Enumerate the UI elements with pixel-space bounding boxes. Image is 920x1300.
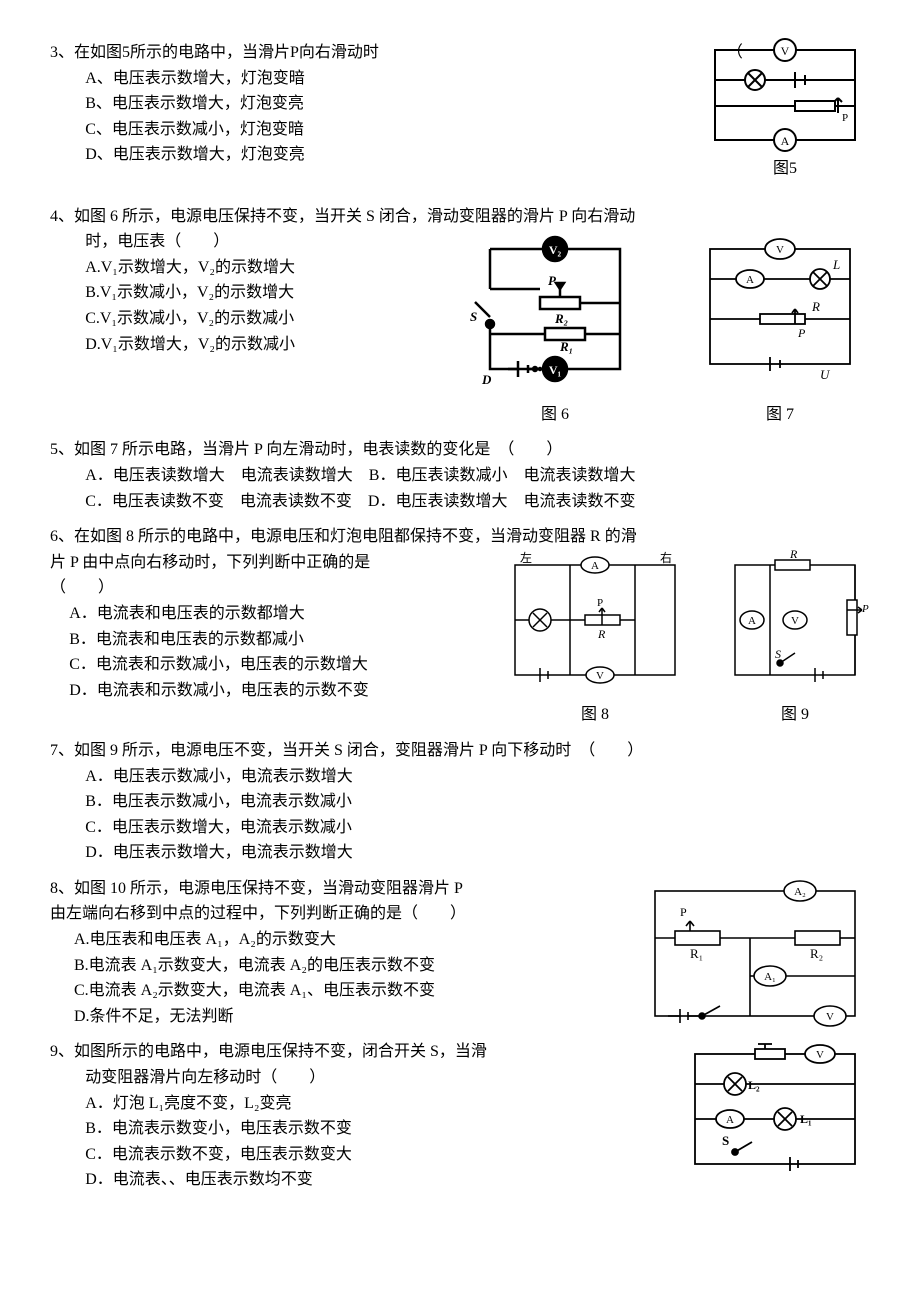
figure-q9: V A L₂ L₁ S [680,1039,870,1179]
svg-text:A₂: A₂ [794,886,806,898]
svg-text:A: A [726,1114,734,1126]
svg-text:V₁: V₁ [549,363,562,377]
q3-num: 3、 [50,44,74,61]
svg-text:V: V [781,44,790,58]
svg-text:A: A [746,274,754,286]
q6-stem-2: 片 P 由中点向右移动时，下列判断中正确的是 [50,550,500,576]
figure-7: V A L R P U 图 7 [690,229,870,427]
svg-text:V: V [596,670,604,682]
q5-opt-d: D．电压表读数增大 电流表读数不变 [368,493,636,510]
svg-text:S: S [722,1133,729,1148]
q6-opt-d: D．电流表和示数减小，电压表的示数不变 [69,678,500,704]
svg-text:S: S [775,647,781,661]
svg-text:L: L [832,257,840,272]
figure-6: V₂ V₁ P R₂ R₁ S D 图 6 [460,229,650,427]
q6-opt-a: A．电流表和电压表的示数都增大 [69,601,500,627]
svg-text:R: R [811,299,820,314]
q7-opt-d: D．电压表示数增大，电流表示数增大 [85,840,870,866]
q7-opt-b: B．电压表示数减小，电流表示数减小 [85,789,870,815]
svg-text:A₁: A₁ [764,971,776,983]
figure-9: A V R P S 图 9 [720,550,870,728]
q5-opt-a: A．电压表读数增大 电流表读数增大 [85,467,353,484]
svg-text:V: V [776,244,784,256]
svg-text:P: P [842,112,848,124]
svg-text:V: V [826,1011,834,1023]
figure-8: A V P R 左 右 图 8 [500,550,690,728]
svg-text:S: S [470,309,477,324]
q7-opt-a: A．电压表示数减小，电流表示数增大 [85,764,870,790]
q4-opt-d: D.V₁示数增大，V₂的示数减小 [85,332,460,358]
q4-stem-1: 4、如图 6 所示，电源电压保持不变，当开关 S 闭合，滑动变阻器的滑片 P 向… [50,204,870,230]
q6-opt-c: C．电流表和示数减小，电压表的示数增大 [69,652,500,678]
q7-stem: 7、如图 9 所示，电源电压不变，当开关 S 闭合，变阻器滑片 P 向下移动时 … [50,738,870,764]
q6-opt-b: B．电流表和电压表的示数都减小 [69,627,500,653]
svg-text:A: A [748,615,756,627]
question-7: 7、如图 9 所示，电源电压不变，当开关 S 闭合，变阻器滑片 P 向下移动时 … [50,738,870,866]
svg-text:R₂: R₂ [554,311,568,326]
svg-text:V₂: V₂ [549,243,562,257]
q4-stem-2: 时，电压表（ ） [85,229,460,255]
q5-opt-c: C．电压表读数不变 电流表读数不变 [85,493,352,510]
q6-blank: （ ） [50,575,500,601]
svg-text:左: 左 [520,550,532,565]
question-5: 5、如图 7 所示电路，当滑片 P 向左滑动时，电表读数的变化是 （ ） A．电… [50,437,870,514]
question-3: V A P 图5 3、在如图5所示的电路中，当滑片P向右滑动时 （ ） A、电压… [50,40,870,168]
q5-options: A．电压表读数增大 电流表读数增大 B．电压表读数减小 电流表读数增大 C．电压… [50,463,870,514]
svg-text:A: A [591,560,599,572]
svg-text:V: V [816,1049,824,1061]
question-8: A₂ A₁ V P R₁ R₂ 8、如图 10 所示，电源电压保持不变，当滑动变… [50,876,870,1030]
q4-opt-a: A.V₁示数增大，V₂的示数增大 [85,255,460,281]
svg-text:R: R [789,550,798,561]
svg-text:右: 右 [660,550,672,565]
svg-text:P: P [680,905,687,919]
svg-text:R₂: R₂ [810,946,823,961]
svg-text:P: P [548,273,557,288]
question-6: 6、在如图 8 所示的电路中，电源电压和灯泡电阻都保持不变，当滑动变阻器 R 的… [50,524,870,728]
svg-text:P: P [597,597,603,609]
figure-10: A₂ A₁ V P R₁ R₂ [640,876,870,1031]
svg-text:D: D [481,372,492,387]
svg-text:V: V [791,615,799,627]
svg-text:P: P [797,326,806,340]
svg-text:A: A [781,134,790,148]
svg-text:P: P [861,603,869,615]
figure-5-caption: 图5 [700,159,870,178]
q6-stem-1: 6、在如图 8 所示的电路中，电源电压和灯泡电阻都保持不变，当滑动变阻器 R 的… [50,524,870,550]
q5-opt-b: B．电压表读数减小 电流表读数增大 [369,467,636,484]
q5-stem: 5、如图 7 所示电路，当滑片 P 向左滑动时，电表读数的变化是 （ ） [50,437,870,463]
question-4: 4、如图 6 所示，电源电压保持不变，当开关 S 闭合，滑动变阻器的滑片 P 向… [50,204,870,428]
svg-text:L₁: L₁ [800,1112,812,1126]
question-9: V A L₂ L₁ S 9、如图所示的电路中，电源电压保持不变，闭合开关 S，当… [50,1039,870,1193]
svg-text:R₁: R₁ [559,339,573,354]
svg-text:L₂: L₂ [748,1078,760,1092]
svg-text:U: U [820,367,831,382]
svg-text:R: R [597,627,606,641]
figure-5: V A P 图5 [700,35,870,178]
q7-opt-c: C．电压表示数增大，电流表示数减小 [85,815,870,841]
q4-opt-b: B.V₁示数减小，V₂的示数增大 [85,280,460,306]
svg-text:R₁: R₁ [690,946,703,961]
q4-opt-c: C.V₁示数减小，V₂的示数减小 [85,306,460,332]
